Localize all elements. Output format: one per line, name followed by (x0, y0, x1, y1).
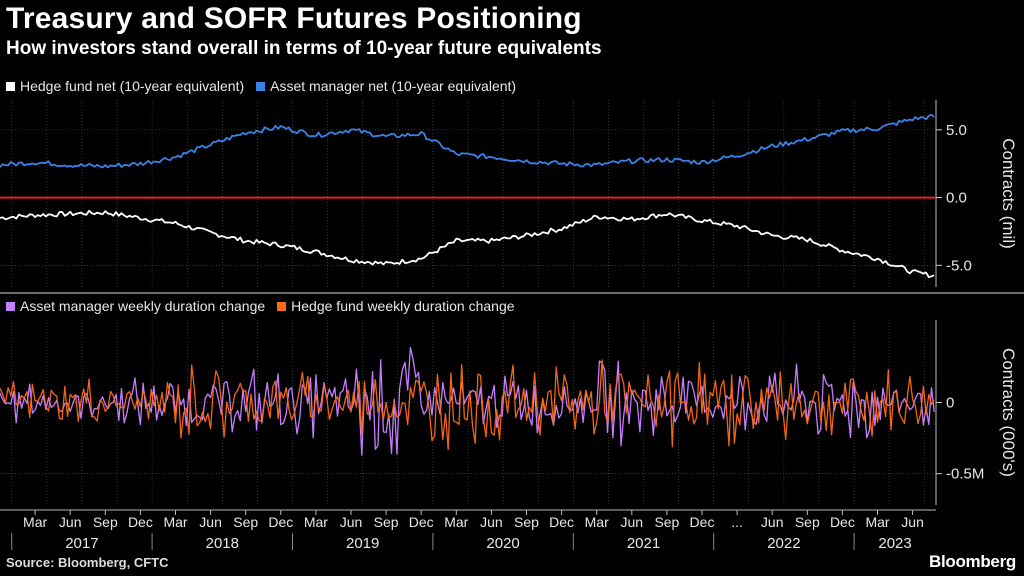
legend-label-hedge-net: Hedge fund net (10-year equivalent) (20, 78, 245, 94)
x-tick-label: Dec (549, 514, 574, 530)
brand-logo: Bloomberg (928, 552, 1016, 571)
x-tick-label: Dec (830, 514, 855, 530)
x-tick-label: Sep (514, 514, 539, 530)
x-tick-label: Sep (795, 514, 820, 530)
x-tick-label: Jun (59, 514, 82, 530)
series-asset-net-line (0, 113, 935, 169)
legend-swatch-asset-net (256, 81, 266, 91)
chart-subtitle: How investors stand overall in terms of … (6, 38, 602, 59)
x-tick-label: Sep (93, 514, 118, 530)
x-tick-label: Jun (480, 514, 503, 530)
x-tick-label: Mar (585, 514, 609, 530)
x-tick-label: Jun (199, 514, 222, 530)
legend-item-asset-net: Asset manager net (10-year equivalent) (256, 78, 516, 94)
source-note: Source: Bloomberg, CFTC (6, 555, 169, 570)
series-hedge-net-line (0, 209, 935, 279)
y-tick-label: -0.5M (946, 466, 984, 483)
x-tick-label: Jun (901, 514, 924, 530)
series-asset-weekly-line (0, 346, 935, 456)
x-tick-label: Dec (128, 514, 153, 530)
x-year-label: 2017 (65, 535, 98, 552)
x-tick-label: Sep (233, 514, 258, 530)
x-year-label: 2018 (206, 535, 239, 552)
legend-swatch-hedge-weekly (277, 301, 287, 311)
legend-label-asset-net: Asset manager net (10-year equivalent) (270, 78, 517, 94)
x-year-label: 2020 (486, 535, 519, 552)
x-tick-label: Dec (268, 514, 293, 530)
x-tick-label: Dec (409, 514, 434, 530)
legend-top: Hedge fund net (10-year equivalent) Asse… (6, 78, 516, 94)
legend-item-hedge-weekly: Hedge fund weekly duration change (277, 298, 515, 314)
x-tick-label: Sep (374, 514, 399, 530)
legend-item-hedge-net: Hedge fund net (10-year equivalent) (6, 78, 244, 94)
panel-1: 5.0 0.0 -5.0 Contracts (mil) (0, 100, 1018, 287)
series-hedge-weekly-line (0, 359, 935, 451)
x-tick-label: Mar (304, 514, 328, 530)
y-tick-label: 0.0 (946, 190, 967, 207)
x-tick-label: Jun (621, 514, 644, 530)
panel-2: 0 -0.5M Contracts (000's) (0, 320, 1018, 505)
x-tick-label: ... (731, 514, 743, 530)
x-year-label: 2021 (627, 535, 660, 552)
x-tick-label: Mar (444, 514, 468, 530)
legend-label-hedge-weekly: Hedge fund weekly duration change (291, 298, 515, 314)
chart-title: Treasury and SOFR Futures Positioning (6, 2, 582, 35)
x-tick-label: Mar (163, 514, 187, 530)
legend-swatch-hedge-net (6, 81, 15, 91)
x-tick-label: Jun (761, 514, 784, 530)
legend-swatch-asset-weekly (6, 301, 15, 311)
y-tick-label: 0 (946, 395, 954, 412)
y-axis-title: Contracts (mil) (999, 138, 1018, 249)
legend-label-asset-weekly: Asset manager weekly duration change (20, 298, 266, 314)
x-tick-label: Dec (690, 514, 715, 530)
x-year-label: 2023 (878, 535, 911, 552)
x-tick-label: Sep (654, 514, 679, 530)
x-year-label: 2019 (346, 535, 379, 552)
x-tick-label: Jun (340, 514, 363, 530)
y-tick-label: -5.0 (946, 257, 972, 274)
x-year-label: 2022 (767, 535, 800, 552)
y-tick-label: 5.0 (946, 122, 967, 139)
y-axis-title: Contracts (000's) (999, 348, 1018, 477)
x-tick-label: Mar (865, 514, 889, 530)
legend-bottom: Asset manager weekly duration change Hed… (6, 298, 515, 314)
legend-item-asset-weekly: Asset manager weekly duration change (6, 298, 265, 314)
x-tick-label: Mar (23, 514, 47, 530)
